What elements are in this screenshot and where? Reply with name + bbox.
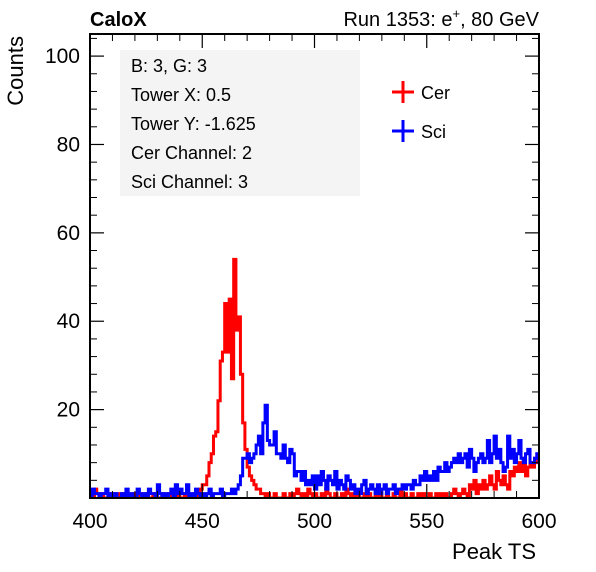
axis-ticks: 400 450 500 550 600 20 40 60 80 100 — [45, 34, 557, 533]
series-group — [90, 257, 539, 498]
info-box-lines: B: 3, G: 3 Tower X: 0.5 Tower Y: -1.625 … — [131, 56, 256, 192]
x-tick-label: 400 — [72, 510, 107, 533]
legend-item-sci: Sci — [392, 120, 446, 142]
y-tick-label: 40 — [57, 310, 80, 333]
plot-frame — [89, 33, 540, 499]
info-line-tower-y: Tower Y: -1.625 — [131, 114, 256, 134]
y-axis-title: Counts — [3, 36, 28, 106]
info-box — [120, 50, 360, 196]
legend-item-cer: Cer — [392, 81, 450, 103]
info-line-tower-x: Tower X: 0.5 — [131, 85, 231, 105]
legend-label-sci: Sci — [421, 122, 446, 142]
y-tick-label: 100 — [45, 45, 80, 68]
y-tick-label: 20 — [57, 399, 80, 422]
legend: Cer Sci — [392, 81, 450, 142]
experiment-label: CaloX — [90, 9, 147, 31]
y-tick-label: 60 — [57, 222, 80, 245]
x-tick-label: 600 — [521, 510, 556, 533]
x-axis-title: Peak TS — [452, 539, 536, 564]
x-tick-label: 450 — [185, 510, 220, 533]
x-tick-label: 550 — [409, 510, 444, 533]
y-tick-label: 80 — [57, 133, 80, 156]
x-tick-label: 500 — [297, 510, 332, 533]
run-label: Run 1353: e+, 80 GeV — [343, 6, 539, 31]
series-line-sci — [90, 403, 539, 498]
info-line-cer-channel: Cer Channel: 2 — [131, 143, 252, 163]
legend-label-cer: Cer — [421, 83, 450, 103]
info-line-board-gain: B: 3, G: 3 — [131, 56, 207, 76]
info-line-sci-channel: Sci Channel: 3 — [131, 172, 248, 192]
